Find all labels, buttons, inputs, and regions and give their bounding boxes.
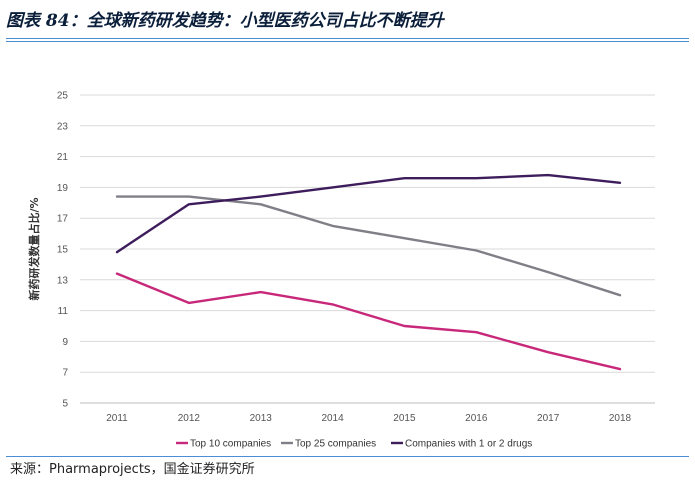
y-axis-ticks: 5 7 9 11 13 15 17 19 21 23 25 xyxy=(57,91,69,410)
legend-label: Top 25 companies xyxy=(295,439,376,450)
y-tick-label: 21 xyxy=(57,152,69,163)
x-tick-label: 2012 xyxy=(178,413,201,424)
x-tick-label: 2016 xyxy=(465,413,488,424)
legend-label: Companies with 1 or 2 drugs xyxy=(405,439,532,450)
y-tick-label: 7 xyxy=(62,368,68,379)
x-tick-label: 2013 xyxy=(250,413,273,424)
series-line-1 xyxy=(115,272,622,371)
y-tick-label: 5 xyxy=(62,399,68,410)
page-title: 图表 84：全球新药研发趋势：小型医药公司占比不断提升 xyxy=(6,11,444,31)
x-axis-ticks: 2011 2012 2013 2014 2015 2016 2017 2018 xyxy=(106,413,631,424)
source-note: 来源：Pharmaprojects，国金证券研究所 xyxy=(10,462,255,477)
y-tick-label: 13 xyxy=(57,275,69,286)
x-tick-label: 2015 xyxy=(393,413,416,424)
x-tick-label: 2017 xyxy=(537,413,560,424)
y-tick-label: 9 xyxy=(62,337,68,348)
source-divider xyxy=(6,456,689,457)
title-divider-secondary xyxy=(6,41,689,42)
x-tick-label: 2014 xyxy=(321,413,344,424)
y-tick-label: 19 xyxy=(57,183,69,194)
y-tick-label: 11 xyxy=(58,306,69,317)
series-line-3 xyxy=(115,173,622,254)
y-tick-label: 25 xyxy=(57,91,69,102)
legend: Top 10 companies Top 25 companies Companie… xyxy=(176,439,532,450)
legend-label: Top 10 companies xyxy=(190,439,271,450)
title-divider xyxy=(6,38,689,39)
chart-canvas: 5 7 9 11 13 15 17 19 21 23 25 2011 2012 2013 2014 2015… xyxy=(27,91,655,450)
y-tick-label: 23 xyxy=(57,121,69,132)
y-tick-label: 15 xyxy=(57,245,69,256)
series-lines xyxy=(115,173,622,371)
gridlines xyxy=(80,94,655,404)
x-tick-label: 2018 xyxy=(609,413,632,424)
y-axis-label: 新药研发数量占比/% xyxy=(27,197,41,300)
line-chart: 5 7 9 11 13 15 17 19 21 23 25 2011 2012 2013 2014 2015… xyxy=(0,44,695,454)
series-line-2 xyxy=(115,195,622,297)
y-tick-label: 17 xyxy=(57,214,69,225)
x-tick-label: 2011 xyxy=(106,413,128,424)
